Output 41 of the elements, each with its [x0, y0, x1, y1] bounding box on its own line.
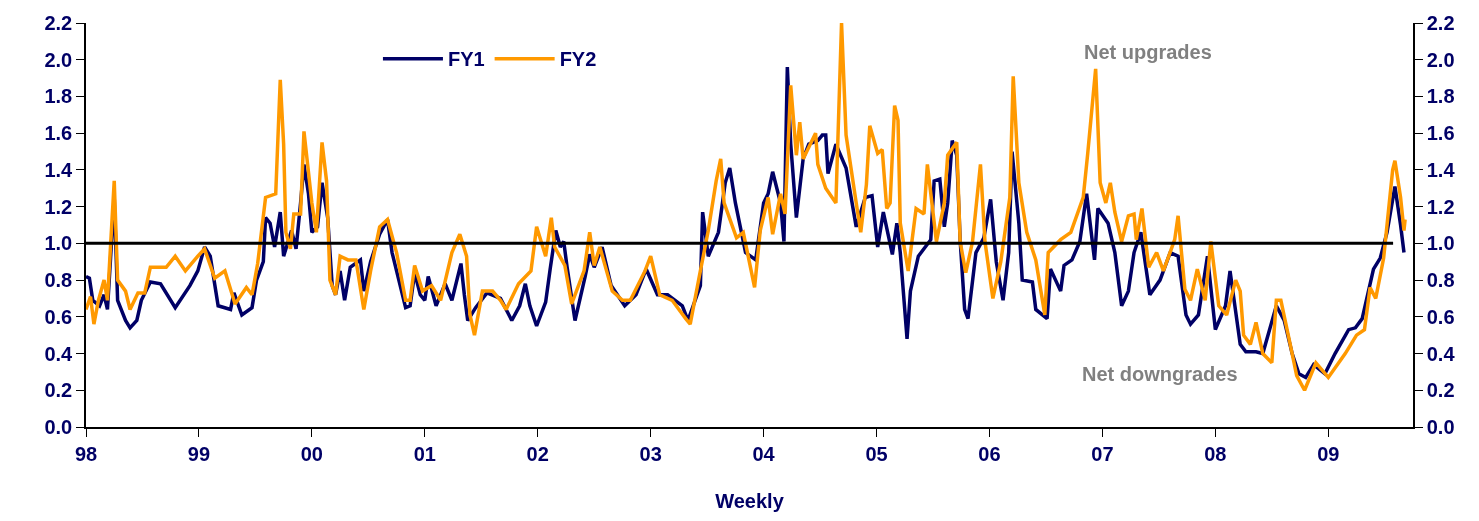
x-tick-label: 99	[187, 442, 211, 465]
x-tick-label: 03	[639, 442, 662, 465]
y2-tick-label: 2.0	[1426, 48, 1455, 71]
y2-tick-label: 1.8	[1426, 85, 1455, 108]
x-tick-label: 05	[865, 442, 888, 465]
y-tick-label: 0.8	[44, 269, 73, 292]
legend-label: FY1	[447, 48, 485, 71]
x-tick-label: 02	[526, 442, 549, 465]
x-tick-label: 98	[74, 442, 98, 465]
y-tick-label: 1.8	[44, 85, 73, 108]
y2-tick-label: 0.0	[1426, 416, 1455, 438]
y2-tick-label: 2.2	[1426, 12, 1455, 34]
x-tick-label: 01	[413, 442, 436, 465]
x-tick-label: 09	[1317, 442, 1340, 465]
x-tick-label: 07	[1091, 442, 1114, 465]
y-tick-label: 1.2	[44, 195, 73, 218]
y2-tick-label: 0.8	[1426, 269, 1455, 292]
legend-label: FY2	[559, 48, 597, 71]
y2-tick-label: 1.6	[1426, 122, 1455, 145]
x-tick-label: 00	[300, 442, 323, 465]
y-tick-label: 0.2	[44, 379, 73, 402]
annotation: Net downgrades	[1082, 363, 1238, 385]
y-tick-label: 1.6	[44, 122, 73, 145]
x-axis-title: Weekly	[715, 489, 785, 512]
y-tick-label: 1.0	[44, 232, 73, 255]
y-tick-label: 0.0	[44, 416, 73, 438]
y-tick-label: 2.2	[44, 12, 73, 34]
y2-tick-label: 1.4	[1426, 158, 1456, 181]
y2-tick-label: 0.6	[1426, 305, 1455, 328]
y-tick-label: 1.4	[44, 158, 74, 181]
x-tick-label: 04	[752, 442, 776, 465]
y2-tick-label: 0.4	[1426, 342, 1456, 365]
y2-tick-label: 0.2	[1426, 379, 1455, 402]
y2-tick-label: 1.2	[1426, 195, 1455, 218]
x-tick-label: 08	[1204, 442, 1227, 465]
y-tick-label: 2.0	[44, 48, 73, 71]
y-tick-label: 0.6	[44, 305, 73, 328]
y2-tick-label: 1.0	[1426, 232, 1455, 255]
y-tick-label: 0.4	[44, 342, 74, 365]
x-tick-label: 06	[978, 442, 1001, 465]
annotation: Net upgrades	[1084, 41, 1212, 63]
